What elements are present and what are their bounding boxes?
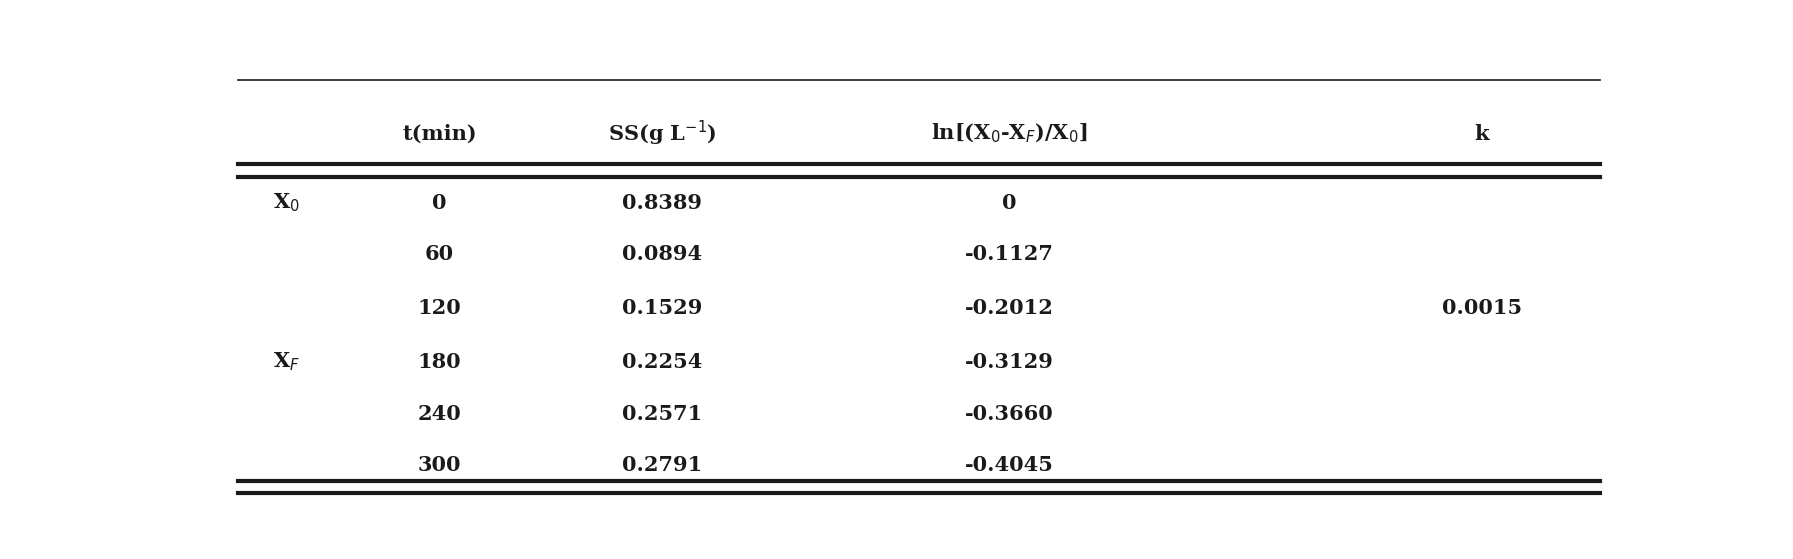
Text: 0.2254: 0.2254 <box>622 352 703 372</box>
Text: 240: 240 <box>418 404 461 424</box>
Text: 0.1529: 0.1529 <box>622 298 703 318</box>
Text: 0: 0 <box>1002 193 1017 212</box>
Text: 0: 0 <box>432 193 446 212</box>
Text: SS(g L$^{-1}$): SS(g L$^{-1}$) <box>608 119 715 148</box>
Text: -0.3129: -0.3129 <box>965 352 1054 372</box>
Text: 0.2791: 0.2791 <box>622 455 703 475</box>
Text: 60: 60 <box>425 244 454 264</box>
Text: 120: 120 <box>418 298 461 318</box>
Text: X$_0$: X$_0$ <box>273 191 299 214</box>
Text: t(min): t(min) <box>402 124 477 144</box>
Text: -0.3660: -0.3660 <box>965 404 1054 424</box>
Text: 0.0894: 0.0894 <box>622 244 701 264</box>
Text: -0.2012: -0.2012 <box>965 298 1054 318</box>
Text: ln[(X$_0$-X$_F$)/X$_0$]: ln[(X$_0$-X$_F$)/X$_0$] <box>931 122 1087 145</box>
Text: k: k <box>1474 124 1488 144</box>
Text: 300: 300 <box>418 455 461 475</box>
Text: 0.0015: 0.0015 <box>1442 298 1522 318</box>
Text: 0.8389: 0.8389 <box>622 193 701 212</box>
Text: 0.2571: 0.2571 <box>622 404 703 424</box>
Text: 180: 180 <box>418 352 461 372</box>
Text: -0.4045: -0.4045 <box>965 455 1054 475</box>
Text: -0.1127: -0.1127 <box>965 244 1054 264</box>
Text: X$_F$: X$_F$ <box>273 350 299 373</box>
